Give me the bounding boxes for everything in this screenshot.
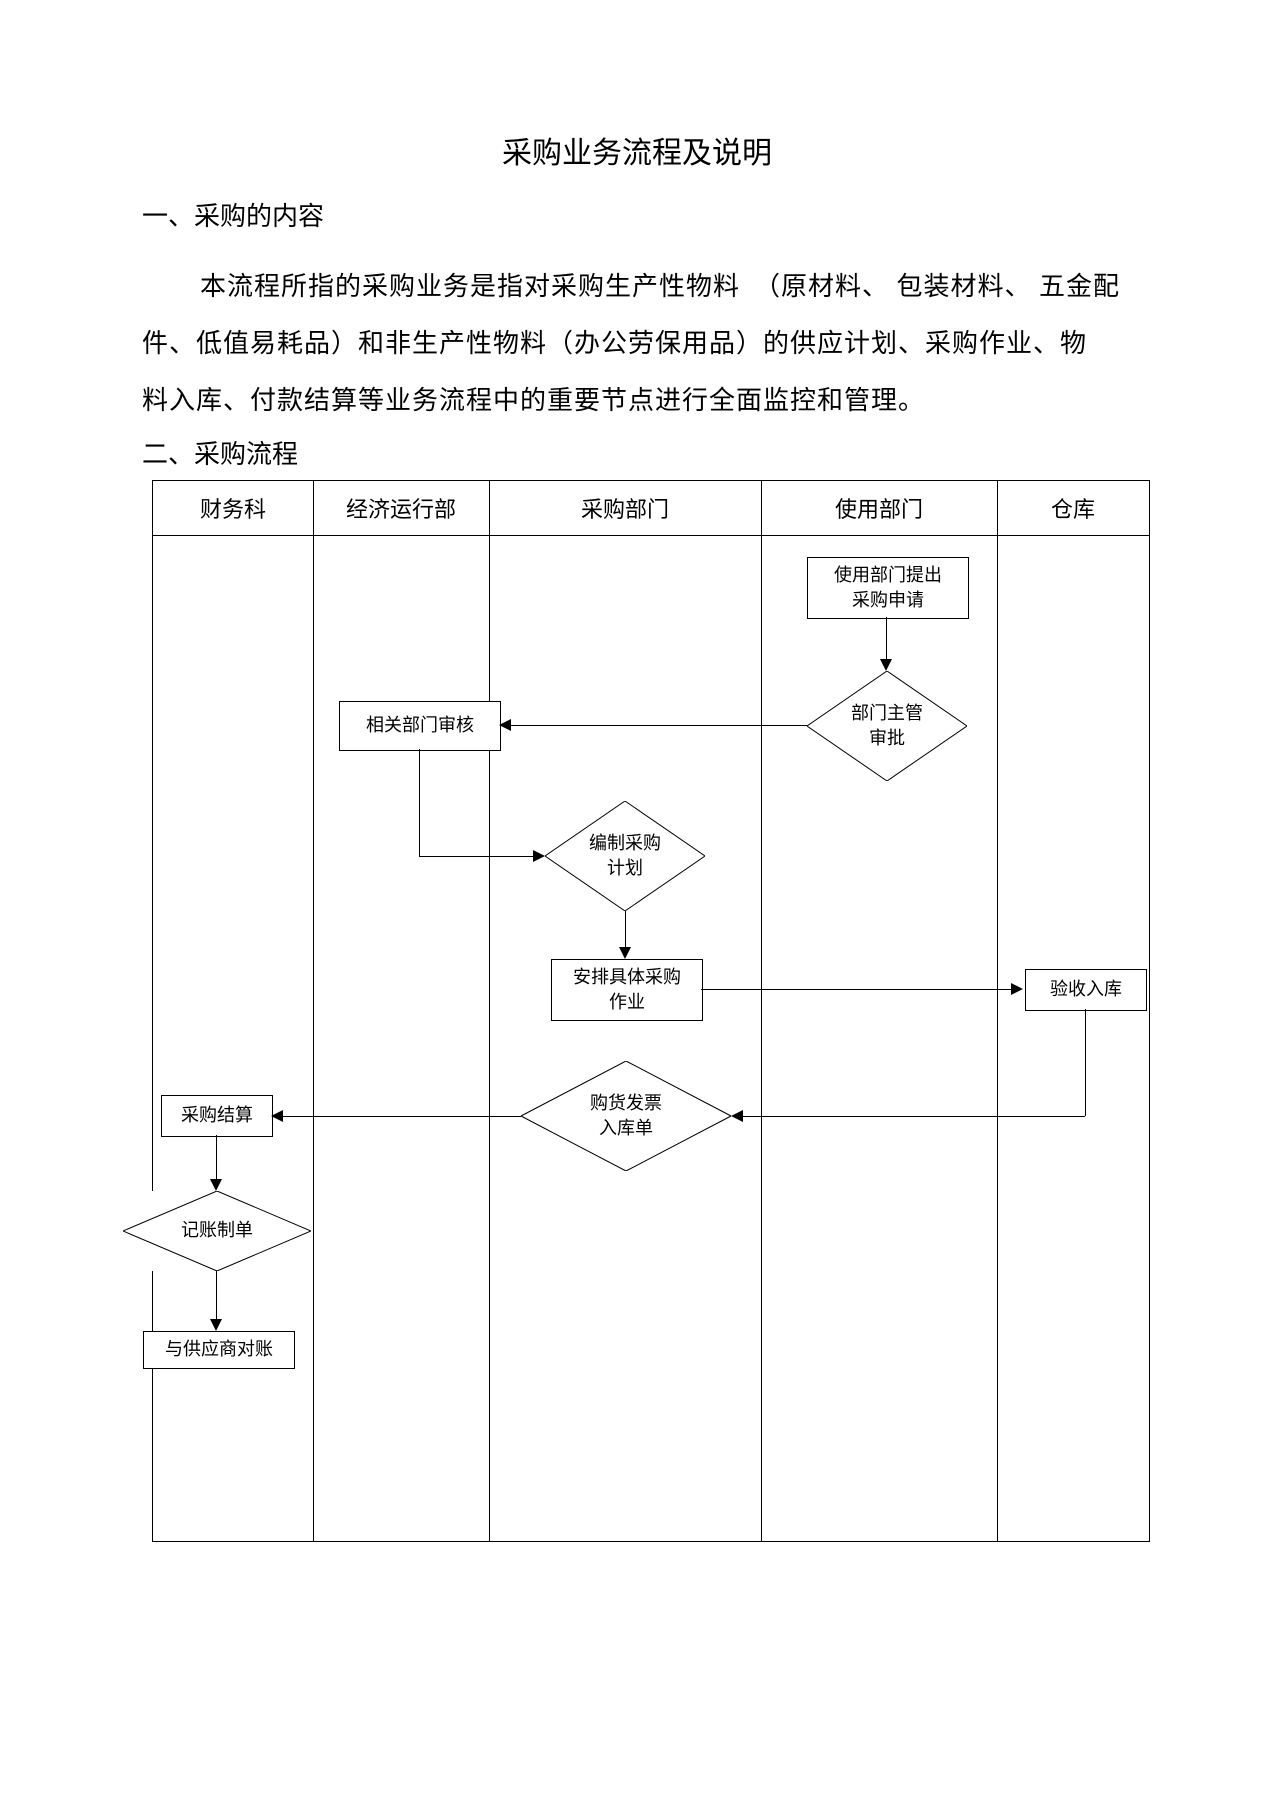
node-label: 购货发票: [590, 1091, 662, 1116]
node-label: 入库单: [599, 1116, 653, 1141]
section1-heading: 一、采购的内容: [142, 196, 324, 233]
node-invoice: 购货发票 入库单: [521, 1061, 731, 1171]
arrow-head-icon: [271, 1110, 283, 1122]
edge: [419, 856, 535, 857]
node-voucher: 记账制单: [123, 1191, 311, 1271]
node-label: 作业: [609, 990, 645, 1015]
lane-divider: [489, 481, 490, 1541]
lane-header-user: 使用部门: [761, 481, 997, 536]
edge: [216, 1271, 217, 1321]
node-label: 使用部门提出: [834, 563, 942, 588]
lane-header-economy: 经济运行部: [313, 481, 489, 536]
node-label: 与供应商对账: [165, 1337, 273, 1362]
lane-divider: [997, 481, 998, 1541]
node-label: 编制采购: [589, 831, 661, 856]
edge: [283, 1116, 521, 1117]
arrow-head-icon: [210, 1179, 222, 1191]
node-label: 计划: [607, 856, 643, 881]
edge: [1085, 1009, 1086, 1116]
edge: [419, 749, 420, 856]
section2-heading: 二、采购流程: [142, 434, 298, 471]
arrow-head-icon: [210, 1319, 222, 1331]
arrow-head-icon: [731, 1110, 743, 1122]
lane-divider: [761, 481, 762, 1541]
node-label: 验收入库: [1050, 977, 1122, 1002]
node-request: 使用部门提出 采购申请: [807, 557, 969, 619]
node-inspect: 验收入库: [1025, 969, 1147, 1011]
node-plan: 编制采购 计划: [545, 801, 705, 911]
node-label: 采购结算: [181, 1103, 253, 1128]
arrow-head-icon: [619, 947, 631, 959]
body-line-1: 本流程所指的采购业务是指对采购生产性物料 （原材料、 包装材料、 五金配: [200, 258, 1120, 315]
edge: [743, 1116, 1085, 1117]
node-settle: 采购结算: [161, 1095, 273, 1137]
arrow-head-icon: [1011, 983, 1023, 995]
body-line-3: 料入库、付款结算等业务流程中的重要节点进行全面监控和管理。: [142, 372, 925, 429]
node-label: 安排具体采购: [573, 965, 681, 990]
body-line-2: 件、低值易耗品）和非生产性物料（办公劳保用品）的供应计划、采购作业、物: [142, 315, 1087, 372]
document-page: 采购业务流程及说明 一、采购的内容 本流程所指的采购业务是指对采购生产性物料 （…: [0, 0, 1274, 1804]
node-label: 记账制单: [181, 1218, 253, 1243]
swimlane-container: 财务科 经济运行部 采购部门 使用部门 仓库 使用部门提出 采购申请 部门主管 …: [152, 480, 1150, 1542]
lane-header-purchase: 采购部门: [489, 481, 761, 536]
node-arrange: 安排具体采购 作业: [551, 959, 703, 1021]
edge: [216, 1135, 217, 1181]
edge: [625, 911, 626, 949]
edge: [886, 617, 887, 661]
arrow-head-icon: [499, 719, 511, 731]
lane-header-warehouse: 仓库: [997, 481, 1149, 536]
arrow-head-icon: [880, 659, 892, 671]
node-review: 相关部门审核: [339, 701, 501, 751]
lane-header-finance: 财务科: [153, 481, 313, 536]
node-label: 相关部门审核: [366, 713, 474, 738]
node-approve: 部门主管 审批: [807, 671, 967, 781]
lane-divider: [313, 481, 314, 1541]
edge: [511, 725, 807, 726]
node-label: 审批: [869, 726, 905, 751]
node-reconcile: 与供应商对账: [143, 1331, 295, 1369]
edge: [701, 989, 1013, 990]
page-title: 采购业务流程及说明: [0, 128, 1274, 172]
arrow-head-icon: [533, 850, 545, 862]
node-label: 部门主管: [851, 701, 923, 726]
node-label: 采购申请: [852, 588, 924, 613]
